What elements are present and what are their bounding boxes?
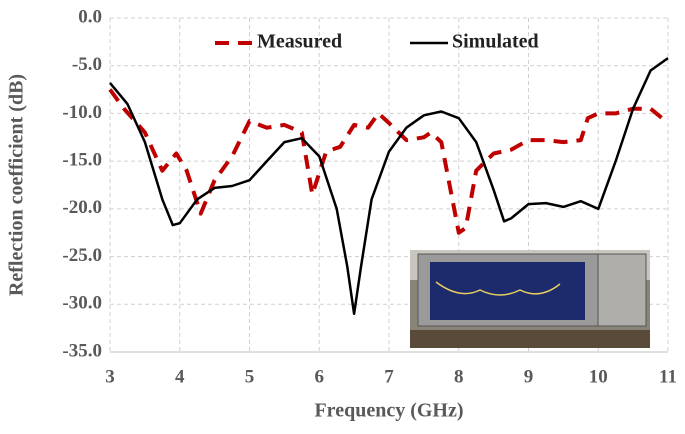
x-tick-label: 5 <box>245 366 255 387</box>
analyzer-panel <box>597 253 647 327</box>
y-tick-label: -30.0 <box>62 293 102 314</box>
x-tick-label: 7 <box>384 366 394 387</box>
y-tick-label: 0.0 <box>78 6 102 27</box>
x-tick-label: 3 <box>105 366 115 387</box>
legend-label: Simulated <box>452 31 539 53</box>
x-tick-label: 9 <box>524 366 534 387</box>
x-tick-label: 6 <box>315 366 325 387</box>
x-tick-label: 11 <box>659 366 677 387</box>
x-axis-title: Frequency (GHz) <box>314 400 463 422</box>
x-tick-label: 8 <box>454 366 464 387</box>
y-tick-label: -10.0 <box>62 102 102 123</box>
inset-photo <box>410 250 650 348</box>
y-axis-title: Reflection coefficient (dB) <box>6 74 28 296</box>
analyzer-screen <box>430 262 585 320</box>
y-tick-label: -35.0 <box>62 340 102 361</box>
y-tick-label: -25.0 <box>62 245 102 266</box>
y-tick-label: -15.0 <box>62 150 102 171</box>
series-line <box>108 88 670 235</box>
photo-table <box>410 330 650 348</box>
y-tick-label: -20.0 <box>62 197 102 218</box>
x-tick-label: 10 <box>589 366 608 387</box>
series-line <box>109 57 669 316</box>
legend-label: Measured <box>257 31 342 53</box>
x-tick-label: 4 <box>175 366 185 387</box>
y-tick-label: -5.0 <box>72 54 102 75</box>
screen-trace <box>435 281 561 296</box>
